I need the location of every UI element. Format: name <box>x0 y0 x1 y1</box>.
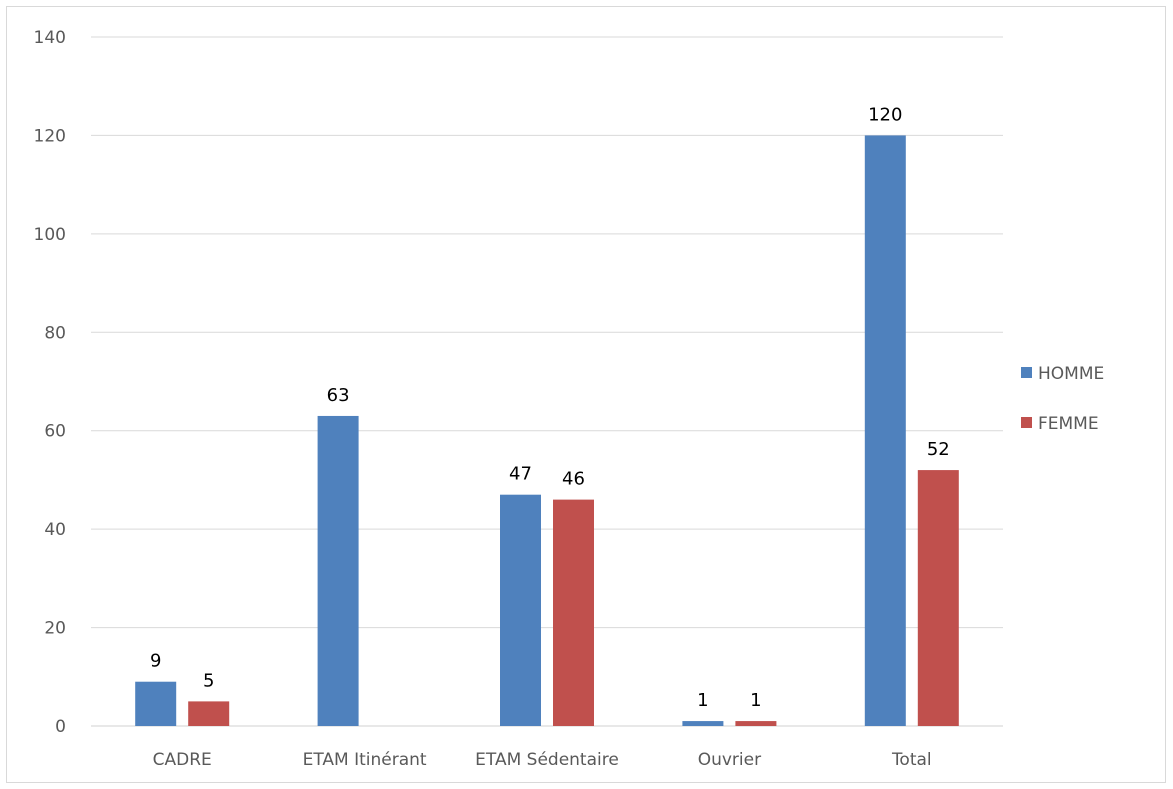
y-tick-label: 80 <box>44 323 66 343</box>
data-label: 63 <box>327 385 350 406</box>
bar-homme-3 <box>682 721 724 726</box>
y-tick-label: 60 <box>44 422 66 442</box>
data-label: 52 <box>927 439 950 460</box>
y-axis: 0 20 40 60 80 100 120 140 <box>34 28 66 737</box>
legend-swatch-homme <box>1021 367 1032 378</box>
bar-homme-0 <box>135 681 177 726</box>
data-label: 1 <box>697 690 708 711</box>
legend-label-femme: FEMME <box>1038 414 1099 434</box>
bar-femme-2 <box>553 499 594 726</box>
y-tick-label: 140 <box>34 28 66 48</box>
data-label: 1 <box>750 690 761 711</box>
y-tick-label: 20 <box>44 619 66 639</box>
bar-femme-3 <box>735 721 777 726</box>
bar-homme-1 <box>317 415 359 726</box>
legend-label-homme: HOMME <box>1038 364 1104 384</box>
data-label: 5 <box>203 670 214 691</box>
data-label: 46 <box>562 469 585 490</box>
y-tick-label: 120 <box>34 126 66 146</box>
legend: HOMME FEMME <box>1021 364 1104 434</box>
bar-homme-4 <box>864 135 906 726</box>
x-tick-label: Total <box>891 750 932 770</box>
y-tick-label: 100 <box>34 225 66 245</box>
bar-homme-2 <box>500 494 541 726</box>
bar-femme-0 <box>188 701 230 726</box>
x-tick-label: ETAM Sédentaire <box>475 750 619 770</box>
y-tick-label: 40 <box>44 520 66 540</box>
x-tick-label: Ouvrier <box>698 750 761 770</box>
x-tick-label: ETAM Itinérant <box>303 750 427 770</box>
x-axis: CADRE ETAM Itinérant ETAM Sédentaire Ouvrie… <box>153 750 932 770</box>
y-tick-label: 0 <box>55 717 66 737</box>
legend-swatch-femme <box>1021 417 1032 428</box>
gridlines <box>91 36 1003 727</box>
x-tick-label: CADRE <box>153 750 212 770</box>
data-label: 47 <box>509 464 532 485</box>
data-label: 120 <box>868 104 902 125</box>
bars: 9 5 63 47 46 1 1 120 52 <box>135 104 959 726</box>
data-label: 9 <box>150 651 161 672</box>
bar-femme-4 <box>917 470 959 726</box>
